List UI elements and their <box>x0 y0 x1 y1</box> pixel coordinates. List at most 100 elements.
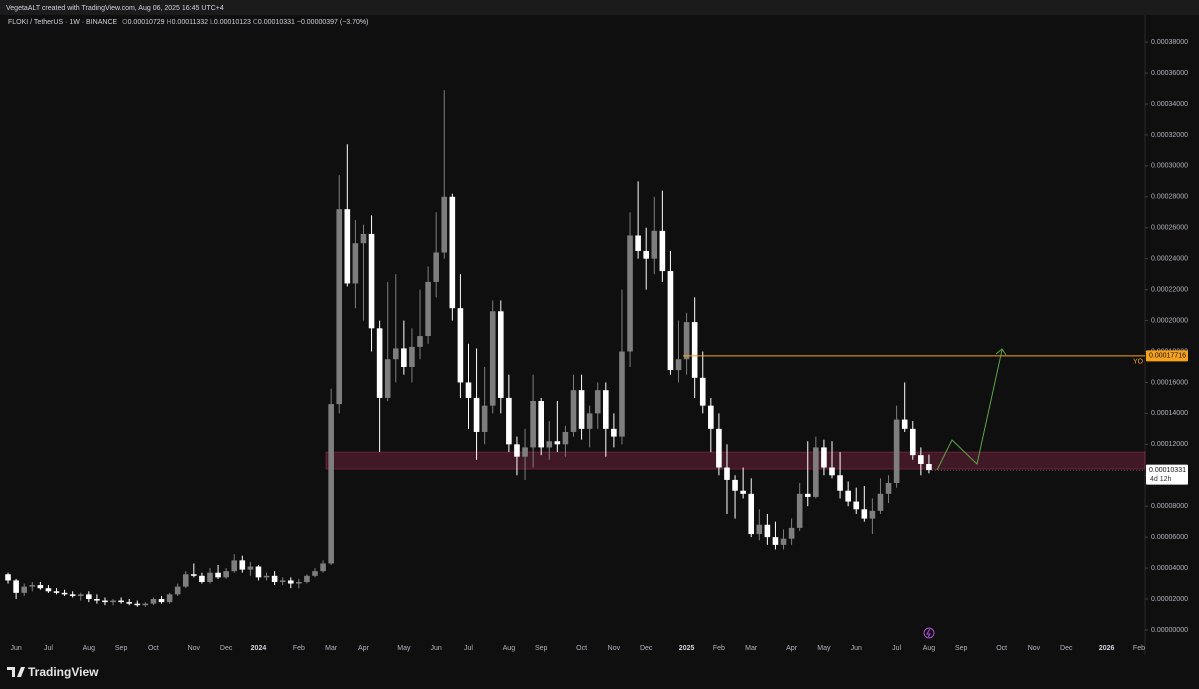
candle-body <box>489 311 496 406</box>
candle-body <box>901 419 908 429</box>
candle-body <box>199 575 205 583</box>
y-tick-label: 0.00030000 <box>1151 163 1188 170</box>
candle-body <box>481 405 488 432</box>
h-value: 0.00011332 <box>172 19 209 26</box>
candle-body <box>401 348 407 367</box>
candle-body <box>215 572 221 578</box>
candle-body <box>570 390 577 432</box>
candle-body <box>675 359 682 371</box>
candle-body <box>594 390 601 414</box>
candle-body <box>530 401 536 448</box>
x-tick-label: Nov <box>188 645 201 652</box>
x-tick-label: Feb <box>713 645 725 652</box>
candle-body <box>134 603 141 606</box>
candle-body <box>651 230 658 259</box>
x-tick-label: Sep <box>955 645 968 652</box>
candle-body <box>635 235 641 251</box>
candle-body <box>554 441 561 445</box>
x-tick-label: Aug <box>83 645 96 652</box>
candle-body <box>174 586 181 595</box>
candle-body <box>885 482 892 494</box>
candle-body <box>748 493 755 535</box>
x-tick-label: Feb <box>1133 645 1145 652</box>
candle-body <box>21 586 27 593</box>
candle-body <box>538 401 544 448</box>
candle-body <box>182 574 189 587</box>
y-tick-label: 0.00036000 <box>1151 70 1188 77</box>
candle-body <box>344 209 351 284</box>
candle-body <box>263 575 270 578</box>
candle-body <box>207 572 213 583</box>
y-tick-label: 0.00026000 <box>1151 225 1188 232</box>
candle-body <box>158 599 165 603</box>
y-tick-label: 0.00020000 <box>1151 317 1188 324</box>
candle-body <box>667 271 674 371</box>
x-tick-label: Oct <box>576 645 587 652</box>
y-tick-label: 0.00000000 <box>1151 627 1188 634</box>
candle-body <box>271 575 278 583</box>
x-tick-label: Nov <box>608 645 621 652</box>
change: −0.00000397 (−3.70%) <box>297 19 369 26</box>
candle-body <box>699 377 706 406</box>
x-tick-label: 2024 <box>251 645 267 652</box>
candle-body <box>5 574 11 581</box>
candle-body <box>659 230 666 272</box>
candle-body <box>522 447 528 457</box>
candle-body <box>837 475 843 491</box>
x-tick-label: Sep <box>115 645 128 652</box>
candle-body <box>77 594 84 596</box>
candle-body <box>392 348 399 360</box>
zone <box>325 451 1146 470</box>
x-tick-label: 2026 <box>1099 645 1115 652</box>
candle-body <box>384 359 391 398</box>
candle-body <box>191 574 197 576</box>
candle-body <box>804 493 811 497</box>
legend-line: FLOKI / TetherUS · 1W · BINANCE O0.00010… <box>8 19 368 26</box>
top-bar <box>0 0 1199 15</box>
y-tick-label: 0.00032000 <box>1151 132 1188 139</box>
candle-body <box>37 585 44 589</box>
y-tick-label: 0.00004000 <box>1151 565 1188 572</box>
current-price: 0.00010331 <box>1149 467 1186 474</box>
candle-body <box>909 428 916 456</box>
candle-body <box>69 594 76 596</box>
candle-body <box>336 209 343 405</box>
x-tick-label: Nov <box>1028 645 1041 652</box>
brand-logo <box>7 667 25 677</box>
candle-body <box>239 560 246 570</box>
event-icon[interactable] <box>923 627 935 639</box>
candle-body <box>546 441 553 448</box>
candle-body <box>691 322 698 378</box>
y-tick-label: 0.00022000 <box>1151 286 1188 293</box>
candle-body <box>255 566 262 578</box>
candle-body <box>425 281 431 337</box>
candle-body <box>756 524 763 535</box>
candle-body <box>627 235 633 352</box>
candle-body <box>320 563 326 572</box>
candle-body <box>376 328 383 398</box>
candle-body <box>247 566 254 570</box>
candle-body <box>473 397 480 432</box>
candle-body <box>796 493 803 528</box>
candle-body <box>788 527 795 539</box>
candle-body <box>562 431 569 445</box>
brand: TradingView <box>28 665 99 679</box>
level-price-box <box>1146 350 1188 362</box>
candle-body <box>86 594 92 600</box>
candle-body <box>829 467 835 476</box>
c-label: C <box>253 19 258 26</box>
candle-body <box>708 405 714 429</box>
candle-body <box>417 336 423 347</box>
candle-body <box>29 585 36 587</box>
candle-body <box>223 571 229 578</box>
candle-body <box>304 575 310 583</box>
candle-body <box>409 346 415 367</box>
x-tick-label: Jun <box>10 645 21 652</box>
candle-body <box>893 419 900 483</box>
candle-body <box>853 501 860 510</box>
candle-body <box>926 463 932 471</box>
candle-body <box>821 447 827 468</box>
x-tick-label: May <box>397 645 411 652</box>
